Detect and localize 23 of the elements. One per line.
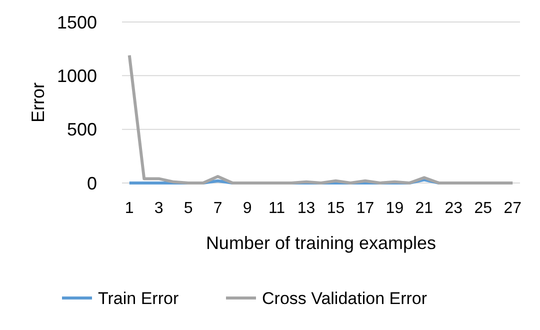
y-tick-label: 500 [66,120,97,140]
x-tick-label: 9 [242,200,252,217]
legend-label: Train Error [98,288,179,308]
x-tick-label: 11 [268,200,286,217]
x-tick-label: 13 [297,200,316,217]
x-tick-label: 27 [504,200,522,217]
x-tick-label: 25 [474,200,492,217]
x-tick-label: 5 [184,200,193,217]
x-axis-title: Number of training examples [206,233,436,253]
x-tick-label: 21 [415,200,434,217]
y-tick-label: 1000 [56,66,97,86]
x-tick-label: 23 [444,200,463,217]
x-tick-label: 7 [213,200,222,217]
x-tick-label: 17 [356,200,374,217]
x-tick-label: 3 [154,200,164,217]
x-tick-label: 15 [326,200,345,217]
y-tick-label: 0 [86,173,97,194]
y-tick-label: 1500 [56,12,97,32]
x-tick-label: 1 [124,200,134,217]
y-axis-title: Error [28,82,48,122]
legend-label: Cross Validation Error [262,288,428,308]
line-series [128,54,514,184]
x-tick-label: 19 [386,200,404,217]
